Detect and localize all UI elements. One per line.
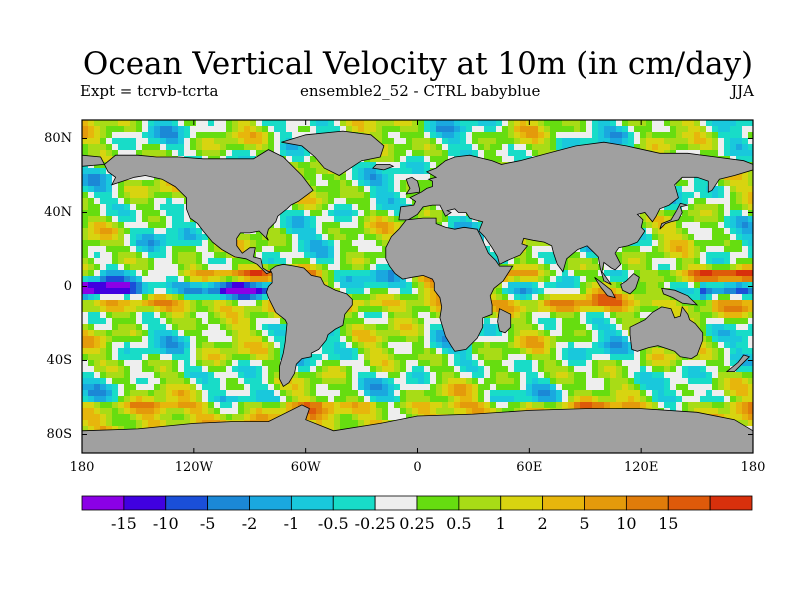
colorbar-swatch bbox=[249, 495, 292, 511]
colorbar-swatch bbox=[584, 495, 627, 511]
lat-tick-label: 40N bbox=[44, 204, 72, 220]
colorbar-label: -0.5 bbox=[317, 514, 349, 533]
lon-tick-label: 0 bbox=[413, 460, 422, 475]
colorbar-swatch bbox=[500, 495, 544, 511]
colorbar-swatch bbox=[207, 495, 250, 511]
colorbar-label: 5 bbox=[579, 514, 590, 533]
map-plot-area bbox=[82, 120, 753, 453]
colorbar-label: -10 bbox=[152, 514, 179, 533]
colorbar-label: 2 bbox=[537, 514, 548, 533]
colorbar-swatch bbox=[374, 495, 418, 511]
colorbar-label: 0.5 bbox=[446, 514, 472, 533]
colorbar-label: 0.25 bbox=[399, 514, 435, 533]
colorbar-swatch bbox=[416, 495, 460, 511]
colorbar-swatch bbox=[709, 495, 753, 511]
colorbar bbox=[81, 495, 753, 511]
lat-tick-label: 40S bbox=[46, 352, 72, 368]
colorbar-swatch bbox=[81, 495, 125, 511]
colorbar-swatch bbox=[123, 495, 167, 511]
land-masses bbox=[82, 130, 753, 453]
colorbar-label: 1 bbox=[495, 514, 506, 533]
map-title: Ocean Vertical Velocity at 10m (in cm/da… bbox=[82, 46, 754, 82]
lat-tick-label: 80N bbox=[44, 130, 72, 146]
axis-tick-marks bbox=[81, 120, 754, 453]
colorbar-label: -2 bbox=[241, 514, 258, 533]
lat-tick-label: 0 bbox=[63, 278, 72, 294]
colorbar-swatch bbox=[458, 495, 502, 511]
colorbar-label: -1 bbox=[283, 514, 300, 533]
experiment-label: Expt = tcrvb-tcrta bbox=[80, 82, 219, 100]
colorbar-swatch bbox=[290, 495, 334, 511]
colorbar-swatch bbox=[165, 495, 209, 511]
colorbar-swatch bbox=[625, 495, 669, 511]
lon-tick-label: 120W bbox=[174, 460, 213, 475]
lon-tick-label: 60W bbox=[290, 460, 321, 475]
colorbar-label: 10 bbox=[616, 514, 637, 533]
lat-tick-label: 80S bbox=[46, 426, 72, 442]
season-label: JJA bbox=[731, 82, 754, 100]
colorbar-label: -0.25 bbox=[354, 514, 396, 533]
colorbar-swatch bbox=[667, 495, 711, 511]
colorbar-label: 15 bbox=[658, 514, 679, 533]
colorbar-label: -5 bbox=[199, 514, 216, 533]
colorbar-swatch bbox=[332, 495, 376, 511]
lon-tick-label: 120E bbox=[624, 460, 659, 475]
lon-tick-label: 180 bbox=[740, 460, 766, 475]
lon-tick-label: 180 bbox=[69, 460, 95, 475]
lon-tick-label: 60E bbox=[516, 460, 543, 475]
colorbar-swatch bbox=[542, 495, 585, 511]
run-label: ensemble2_52 - CTRL babyblue bbox=[300, 82, 541, 100]
colorbar-label: -15 bbox=[110, 514, 137, 533]
